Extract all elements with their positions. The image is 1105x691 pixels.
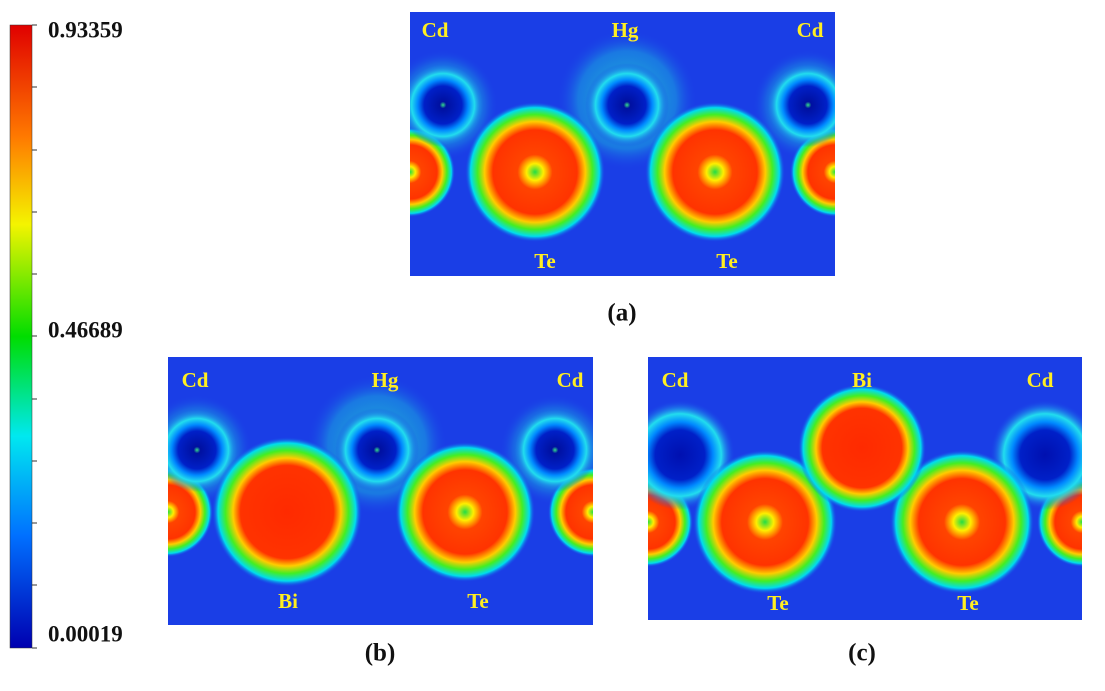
density-blob	[766, 63, 835, 147]
elf-panel	[410, 12, 835, 276]
density-blob	[513, 408, 593, 492]
panel-caption: (a)	[607, 300, 636, 327]
atom-label: Cd	[557, 368, 584, 392]
atom-label: Hg	[372, 368, 399, 392]
colorbar	[9, 24, 33, 649]
panel-caption: (c)	[848, 640, 876, 667]
density-blob	[890, 450, 1034, 594]
colorbar-mid: 0.46689	[48, 317, 123, 342]
density-blob	[168, 408, 239, 492]
atom-label: Te	[467, 589, 488, 613]
atom-label: Cd	[182, 368, 209, 392]
atom-label: Bi	[278, 589, 298, 613]
atom-label: Te	[534, 249, 555, 273]
density-blob	[465, 102, 605, 242]
density-blob	[645, 102, 785, 242]
density-blob	[410, 127, 455, 217]
elf-panel	[648, 357, 1082, 620]
atom-label: Te	[957, 591, 978, 615]
panel-caption: (b)	[365, 640, 396, 667]
density-blob	[395, 442, 535, 582]
atom-label: Cd	[662, 368, 689, 392]
density-blob	[790, 127, 835, 217]
density-blob	[212, 437, 362, 587]
atom-label: Cd	[422, 18, 449, 42]
density-blob	[585, 63, 669, 147]
atom-label: Cd	[797, 18, 824, 42]
colorbar-ticks	[32, 24, 37, 649]
density-blob	[693, 450, 837, 594]
density-blob	[335, 408, 419, 492]
colorbar-max: 0.93359	[48, 17, 123, 42]
atom-label: Cd	[1027, 368, 1054, 392]
density-blob	[410, 63, 485, 147]
colorbar-min: 0.00019	[48, 621, 123, 646]
atom-label: Te	[767, 591, 788, 615]
density-blob	[798, 384, 926, 512]
atom-label: Te	[716, 249, 737, 273]
atom-label: Hg	[612, 18, 639, 42]
elf-panel	[168, 357, 593, 625]
atom-label: Bi	[852, 368, 872, 392]
